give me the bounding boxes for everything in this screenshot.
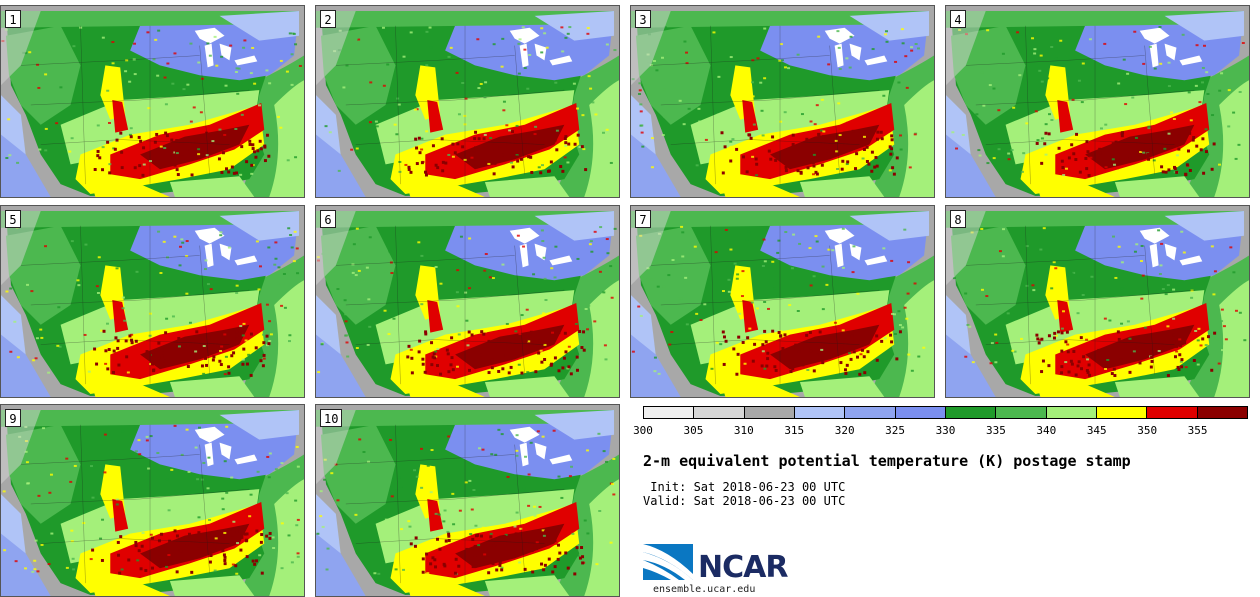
panel-number: 10 — [320, 409, 343, 427]
panel-number: 7 — [635, 210, 651, 228]
panel-number: 8 — [950, 210, 966, 228]
colorbar-tick-label: 355 — [1187, 424, 1208, 437]
colorbar-segment — [1147, 407, 1198, 418]
colorbar-segment — [1096, 407, 1148, 418]
colorbar-segment — [845, 407, 896, 418]
colorbar-tick-label: 320 — [834, 424, 855, 437]
panel-number: 9 — [5, 409, 21, 427]
colorbar-segment — [996, 407, 1047, 418]
ncar-logo-text: NCAR — [698, 550, 788, 585]
colorbar-segment — [945, 407, 997, 418]
colorbar-tick-label: 345 — [1086, 424, 1107, 437]
ncar-logo-icon — [643, 544, 693, 580]
colorbar-ticks: 300 305 310 315 320 325 330 335 340 345 350 355 — [633, 424, 1248, 438]
valid-time: Valid: Sat 2018-06-23 00 UTC — [643, 494, 846, 508]
colorbar-tick-label: 305 — [683, 424, 704, 437]
colorbar-tick-label: 350 — [1137, 424, 1158, 437]
colorbar-tick-label: 340 — [1036, 424, 1057, 437]
panel-number: 1 — [5, 10, 21, 28]
colorbar-tick-label: 310 — [733, 424, 754, 437]
panel-number: 6 — [320, 210, 336, 228]
plot-title: 2-m equivalent potential temperature (K)… — [643, 452, 1131, 470]
panel-number: 2 — [320, 10, 336, 28]
colorbar-tick-label: 315 — [784, 424, 805, 437]
panel-number: 3 — [635, 10, 651, 28]
valid-times: Init: Sat 2018-06-23 00 UTC Valid: Sat 2… — [643, 480, 845, 508]
colorbar-segment — [895, 407, 946, 418]
colorbar-tick-label: 325 — [885, 424, 906, 437]
colorbar-tick-label: 300 — [633, 424, 653, 437]
colorbar-tick-label: 335 — [985, 424, 1006, 437]
map-panel: 2 — [315, 5, 620, 198]
map-panel: 6 — [315, 205, 620, 398]
map-panel: 9 — [0, 404, 305, 597]
colorbar-tick-label: 330 — [935, 424, 956, 437]
colorbar-segment — [694, 407, 745, 418]
panel-number: 5 — [5, 210, 21, 228]
map-panel: 8 — [945, 205, 1250, 398]
colorbar-segment — [794, 407, 846, 418]
map-panel: 4 — [945, 5, 1250, 198]
map-panel: 10 — [315, 404, 620, 597]
map-panel: 1 — [0, 5, 305, 198]
panel-number: 4 — [950, 10, 966, 28]
map-panel: 5 — [0, 205, 305, 398]
map-panel: 3 — [630, 5, 935, 198]
colorbar — [643, 406, 1248, 419]
colorbar-segment — [1046, 407, 1097, 418]
map-panel: 7 — [630, 205, 935, 398]
init-time: Init: Sat 2018-06-23 00 UTC — [643, 480, 846, 494]
colorbar-segment — [1197, 407, 1247, 418]
ensemble-url: ensemble.ucar.edu — [653, 584, 756, 595]
colorbar-segment — [744, 407, 795, 418]
colorbar-segment — [644, 407, 695, 418]
